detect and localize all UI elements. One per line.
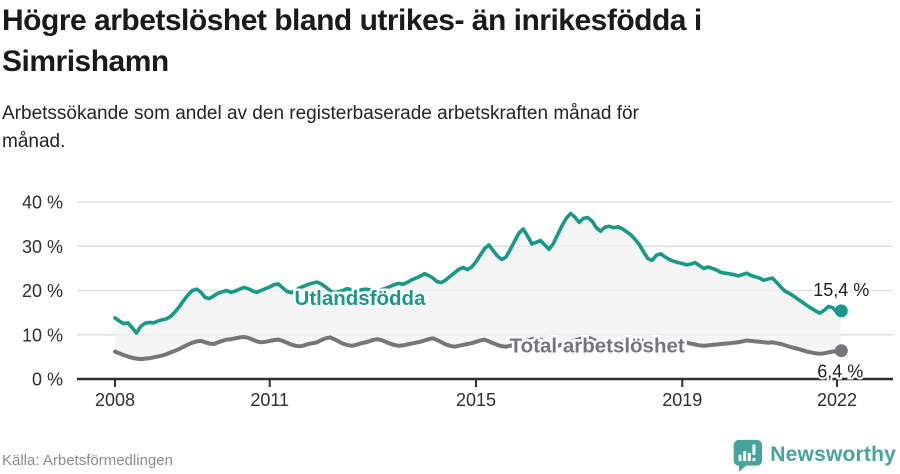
series-line-utlandsfodda (113, 211, 844, 335)
x-tick-label: 2019 (662, 390, 702, 410)
series-line-total (113, 335, 844, 362)
y-tick-label: 20 % (22, 281, 63, 301)
y-tick-label: 0 % (32, 370, 63, 390)
series-label: Total arbetslöshet (510, 334, 685, 357)
x-tick-label: 2022 (817, 390, 857, 410)
end-value-label: 6,4 % (817, 362, 863, 382)
series-end-dot (834, 344, 848, 358)
source-note: Källa: Arbetsförmedlingen (2, 452, 173, 469)
line-chart-svg: 0 % 10 % 20 % 30 % 40 % 2008 2011 2015 2019 2022 U… (22, 193, 893, 410)
y-tick-label: 10 % (22, 325, 63, 345)
end-value-label: 15,4 % (813, 280, 869, 300)
brand-wordmark: Newsworthy (770, 443, 896, 466)
x-tick-label: 2011 (250, 390, 289, 410)
chart-subtitle: Arbetssökande som andel av den registerb… (2, 103, 639, 152)
chart-header: Högre arbetslöshet bland utrikes- än inr… (2, 0, 882, 82)
series-label: Utlandsfödda (295, 287, 427, 310)
bar-chart-speech-bubble-icon (733, 439, 763, 472)
line-chart: 0 % 10 % 20 % 30 % 40 % 2008 2011 2015 2019 2022 U… (0, 185, 900, 430)
newsworthy-logo: Newsworthy (731, 438, 896, 472)
series-end-dot (834, 304, 848, 318)
fill-between-area (115, 213, 842, 360)
x-tick-label: 2008 (95, 390, 135, 410)
page-title: Högre arbetslöshet bland utrikes- än inr… (2, 4, 702, 78)
y-tick-label: 40 % (22, 193, 63, 213)
x-tick-label: 2015 (456, 390, 496, 410)
y-tick-label: 30 % (22, 237, 63, 257)
